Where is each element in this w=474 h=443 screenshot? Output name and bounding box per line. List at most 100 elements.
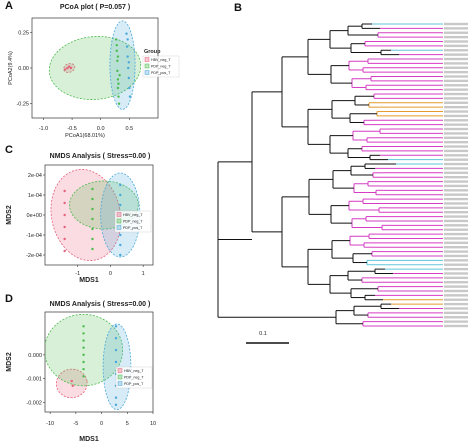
tree-leaf-label xyxy=(444,267,468,271)
tree-leaf-label xyxy=(444,145,468,148)
tree-leaf-label xyxy=(444,324,468,328)
tree-leaf-label xyxy=(444,272,468,275)
nmds1-ytick-label: 0e+00 xyxy=(27,213,42,219)
tree-leaf-label xyxy=(444,119,468,122)
tree-leaf-label xyxy=(444,92,468,96)
tree-scale-label: 0.1 xyxy=(259,331,267,337)
tree-leaf-label xyxy=(444,44,468,48)
pcoa-xtick-label: -1.0 xyxy=(39,126,48,132)
tree-leaf-label xyxy=(444,75,468,78)
nmds2-point xyxy=(82,360,85,364)
tree-leaf-label xyxy=(444,241,468,245)
pcoa-point xyxy=(126,55,129,58)
nmds2-point xyxy=(82,332,85,335)
pcoa-point xyxy=(125,45,129,48)
tree-leaf-label xyxy=(444,22,468,26)
pcoa-point xyxy=(116,69,119,73)
nmds1-point xyxy=(63,201,66,205)
nmds1-point xyxy=(119,233,122,237)
tree-leaf-label xyxy=(444,215,468,218)
tree-leaf-label xyxy=(444,302,468,306)
nmds2-point xyxy=(114,360,118,364)
pcoa-chart: PCoA plot ( P=0.057 ) -1.0 -0.5 0.0 0.5 0.25 0… xyxy=(8,4,180,139)
nmds1-point xyxy=(119,243,122,247)
tree-leaf-label xyxy=(444,298,468,301)
pcoa-point xyxy=(116,78,120,81)
tree-leaf-label xyxy=(444,294,468,297)
tree-leaf-label xyxy=(444,57,468,61)
tree-leaf-label xyxy=(444,307,468,310)
tree-leaf-label xyxy=(444,123,468,126)
pcoa-legend-swatch xyxy=(144,70,150,75)
nmds2-point xyxy=(82,367,85,371)
nmds1-point xyxy=(63,237,66,241)
nmds1-legend: HBV_neg_T PDP_neg_T PDP_pos_T xyxy=(114,210,152,233)
nmds2-xtick-label: 0 xyxy=(100,421,103,427)
tree-leaf-label xyxy=(444,105,468,109)
nmds1-xtick-label: -1 xyxy=(75,271,80,277)
nmds2-legend: HBV_neg_T PDP_neg_T PDP_pos_T xyxy=(115,366,153,389)
tree-leaf-label xyxy=(444,250,468,253)
tree-leaf-label xyxy=(444,31,468,34)
tree-leaf-label xyxy=(444,101,468,104)
pcoa-point xyxy=(117,102,121,105)
pcoa-legend-label: PDP_pos_T xyxy=(151,71,171,75)
tree-leaf-label xyxy=(444,311,468,315)
tree-leaf-label xyxy=(444,202,468,205)
nmds2-ylabel: MDS2 xyxy=(6,352,13,372)
pcoa-point xyxy=(128,95,132,98)
nmds2-xtick-label: 10 xyxy=(150,421,156,427)
nmds2-point xyxy=(70,379,73,383)
pcoa-point xyxy=(127,66,130,70)
tree-leaf-label xyxy=(444,211,468,214)
tree-leaf-label xyxy=(444,53,468,56)
nmds1-point xyxy=(91,207,94,211)
nmds1-point xyxy=(91,187,94,191)
pcoa-point xyxy=(126,38,129,41)
tree-leaf-label xyxy=(444,84,468,87)
tree-leaf-label xyxy=(444,281,468,284)
tree-leaf-label xyxy=(444,254,468,258)
tree-leaf-label xyxy=(444,127,468,131)
pcoa-point xyxy=(115,49,118,53)
nmds1-legend-swatch xyxy=(116,218,122,224)
tree-leaf-label xyxy=(444,40,468,43)
nmds1-xtick-label: 0 xyxy=(109,271,112,277)
nmds1-ylabel: MDS2 xyxy=(6,205,13,225)
pcoa-ytick-label: 0.00 xyxy=(18,66,29,72)
pcoa-legend-box xyxy=(142,55,180,78)
pcoa-ellipse-2 xyxy=(109,20,136,110)
nmds1-point xyxy=(91,237,94,241)
pcoa-xtick-label: 0.5 xyxy=(126,126,134,132)
pcoa-ellipse-0 xyxy=(63,63,76,73)
nmds1-point xyxy=(91,227,94,231)
pcoa-point xyxy=(114,38,118,41)
tree-leaf-label xyxy=(444,206,468,210)
nmds2-title: NMDS Analysis ( Stress=0.00 ) xyxy=(50,301,151,308)
nmds1-ytick-label: 1e-04 xyxy=(28,193,42,199)
nmds1-point xyxy=(119,253,122,257)
nmds2-point xyxy=(71,384,74,388)
pcoa-xlabel: PCoA1(68.01%) xyxy=(65,133,105,139)
tree-leaf-label xyxy=(444,197,468,201)
pcoa-xtick-label: 0.0 xyxy=(97,126,105,132)
pcoa-legend-title: Group xyxy=(144,49,161,55)
nmds2-legend-box xyxy=(115,366,153,389)
nmds2-xtick-label: -5 xyxy=(73,421,78,427)
nmds1-legend-swatch xyxy=(116,212,122,217)
tree-leaf-label xyxy=(444,70,468,74)
pcoa-point xyxy=(116,55,120,58)
nmds2-point xyxy=(82,353,85,357)
nmds2-plot-frame xyxy=(44,311,154,413)
pcoa-legend: Group HBV_neg_T PDP_neg_T PDP_pos_T xyxy=(142,49,180,78)
pcoa-ylabel: PCoA2(9.4%) xyxy=(8,51,14,85)
nmds2-xtick-label: 5 xyxy=(126,421,129,427)
tree-leaf-label xyxy=(444,27,468,30)
nmds1-point xyxy=(119,193,122,197)
tree-leaf-label xyxy=(444,193,468,196)
tree-leaf-label xyxy=(444,184,468,188)
nmds2-legend-swatch xyxy=(117,368,123,373)
phylo-tree: 0.1 xyxy=(217,22,468,344)
tree-leaf-label xyxy=(444,263,468,266)
tree-leaf-label xyxy=(444,320,468,323)
